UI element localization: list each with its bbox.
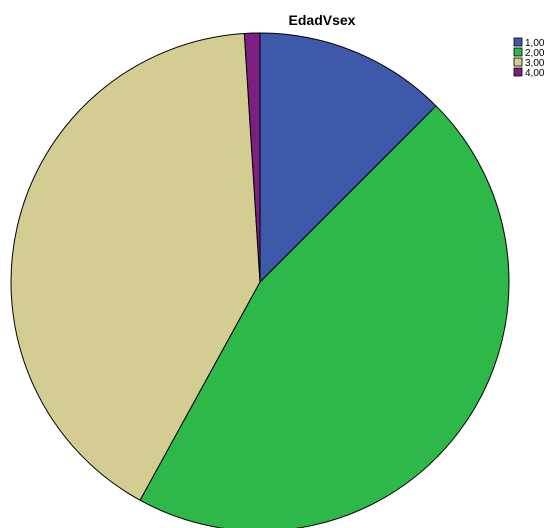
pie-slice-1 — [259, 32, 437, 284]
legend-swatch-2 — [513, 47, 523, 57]
legend: 1,002,003,004,00 — [513, 37, 545, 79]
legend-swatch-1 — [513, 37, 523, 47]
pie-slice-2 — [139, 105, 510, 528]
chart-title: EdadVsex — [289, 12, 356, 28]
pie-slices — [10, 32, 510, 528]
legend-label-4: 4,00 — [525, 68, 545, 79]
legend-label-3: 3,00 — [525, 58, 545, 69]
legend-swatch-3 — [513, 57, 523, 67]
legend-swatch-4 — [513, 67, 523, 77]
pie-slice-3 — [10, 32, 261, 501]
legend-label-2: 2,00 — [525, 48, 545, 59]
legend-label-1: 1,00 — [525, 38, 545, 49]
pie-slice-4 — [243, 32, 261, 283]
